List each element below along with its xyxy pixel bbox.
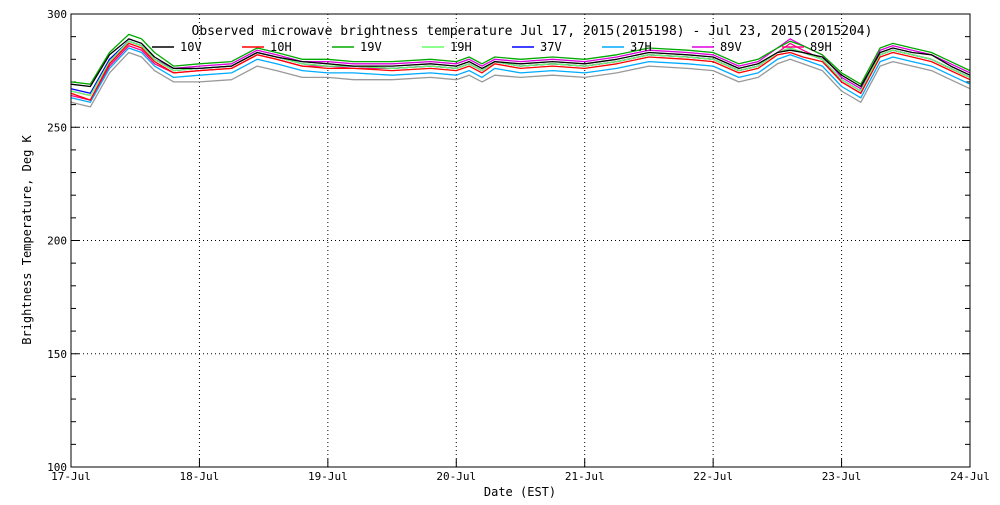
legend-label-19v: 19V: [360, 40, 382, 54]
y-tick-label: 250: [47, 121, 67, 134]
legend-label-37h: 37H: [630, 40, 652, 54]
plot-frame: [70, 13, 971, 468]
series-line-unlabeled: [70, 51, 971, 108]
legend-label-37v: 37V: [540, 40, 562, 54]
y-tick-label: 100: [47, 461, 67, 474]
x-tick-label: 17-Jul: [51, 470, 91, 483]
x-axis-title: Date (EST): [484, 485, 556, 499]
y-tick-label: 300: [47, 8, 67, 21]
legend-label-10v: 10V: [180, 40, 202, 54]
chart-title: Observed microwave brightness temperatur…: [192, 24, 873, 39]
legend-layer: 10V 10H 19V 19H 37V 37H 89V 89H: [152, 40, 832, 54]
y-tick-label: 150: [47, 348, 67, 361]
series-line-19h: [70, 40, 971, 97]
series-line-37h: [70, 47, 971, 103]
x-tick-label: 23-Jul: [822, 470, 862, 483]
x-tick-label: 20-Jul: [436, 470, 476, 483]
x-tick-label: 22-Jul: [693, 470, 733, 483]
x-tick-label: 21-Jul: [565, 470, 605, 483]
series-line-19v: [70, 33, 971, 85]
x-tick-label: 18-Jul: [180, 470, 220, 483]
series-line-89v: [70, 38, 971, 97]
y-tick-label: 200: [47, 235, 67, 248]
legend-label-89h: 89H: [810, 40, 832, 54]
legend-label-89v: 89V: [720, 40, 742, 54]
legend-label-10h: 10H: [270, 40, 292, 54]
legend-label-19h: 19H: [450, 40, 472, 54]
series-layer: [70, 33, 971, 108]
y-axis-title: Brightness Temperature, Deg K: [20, 134, 34, 344]
series-line-10h: [70, 42, 971, 101]
series-line-10v: [70, 38, 971, 88]
x-tick-label: 19-Jul: [308, 470, 348, 483]
x-tick-label: 24-Jul: [950, 470, 990, 483]
